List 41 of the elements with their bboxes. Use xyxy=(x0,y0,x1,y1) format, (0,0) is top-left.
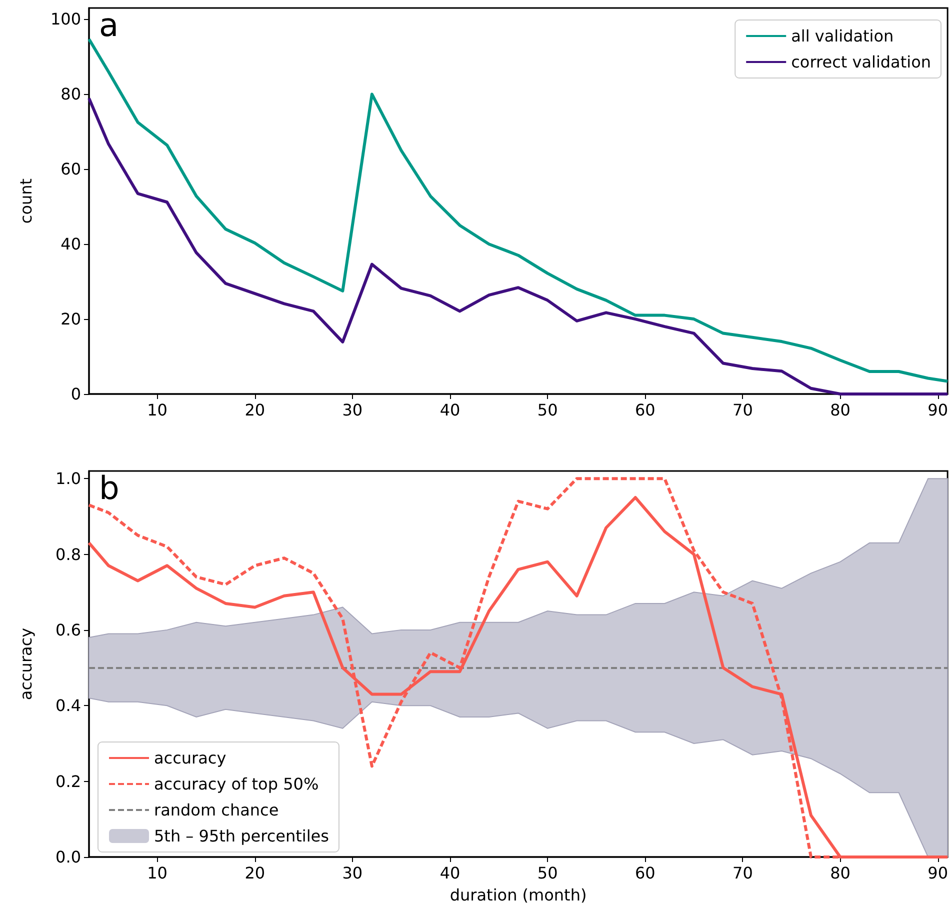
x-tick-label: 50 xyxy=(537,864,558,882)
y-tick-label: 0.4 xyxy=(56,696,81,716)
legend-label: 5th – 95th percentiles xyxy=(154,826,329,846)
x-tick-label: 90 xyxy=(928,400,948,420)
legend-label: accuracy of top 50% xyxy=(154,774,319,794)
y-tick-label: 80 xyxy=(60,84,81,104)
y-tick-label: 0.0 xyxy=(56,848,81,866)
y-axis-title: count xyxy=(16,178,36,224)
x-tick-label: 70 xyxy=(732,864,753,882)
x-axis-title: duration (month) xyxy=(450,886,587,904)
x-tick-label: 30 xyxy=(342,864,363,882)
x-tick-label: 70 xyxy=(732,400,753,420)
y-tick-label: 0.2 xyxy=(56,772,81,791)
chart-title: b xyxy=(99,469,120,507)
y-tick-label: 100 xyxy=(50,10,81,29)
x-tick-label: 90 xyxy=(928,864,948,882)
y-tick-label: 1.0 xyxy=(56,469,81,488)
x-tick-label: 80 xyxy=(830,864,850,882)
y-tick-label: 40 xyxy=(60,234,81,254)
x-tick-label: 10 xyxy=(147,400,168,420)
y-tick-label: 0.6 xyxy=(56,620,81,640)
chart-title: a xyxy=(99,6,119,44)
x-tick-label: 20 xyxy=(244,864,266,882)
legend-label: correct validation xyxy=(791,52,932,72)
x-tick-label: 20 xyxy=(244,400,266,420)
y-tick-label: 60 xyxy=(60,160,81,179)
x-tick-label: 40 xyxy=(440,864,460,882)
x-tick-label: 10 xyxy=(147,864,168,882)
x-tick-label: 30 xyxy=(342,400,363,420)
x-tick-label: 60 xyxy=(634,864,656,882)
x-tick-label: 80 xyxy=(830,400,850,420)
x-tick-label: 60 xyxy=(634,400,656,420)
legend-label: all validation xyxy=(791,26,894,46)
y-tick-label: 0 xyxy=(70,384,81,404)
legend-label: accuracy xyxy=(154,748,226,768)
x-tick-label: 50 xyxy=(537,400,558,420)
x-tick-label: 40 xyxy=(440,400,460,420)
y-axis-title: accuracy xyxy=(16,628,36,700)
y-tick-label: 0.8 xyxy=(56,544,81,564)
legend-label: random chance xyxy=(154,800,279,820)
y-tick-label: 20 xyxy=(60,310,81,329)
